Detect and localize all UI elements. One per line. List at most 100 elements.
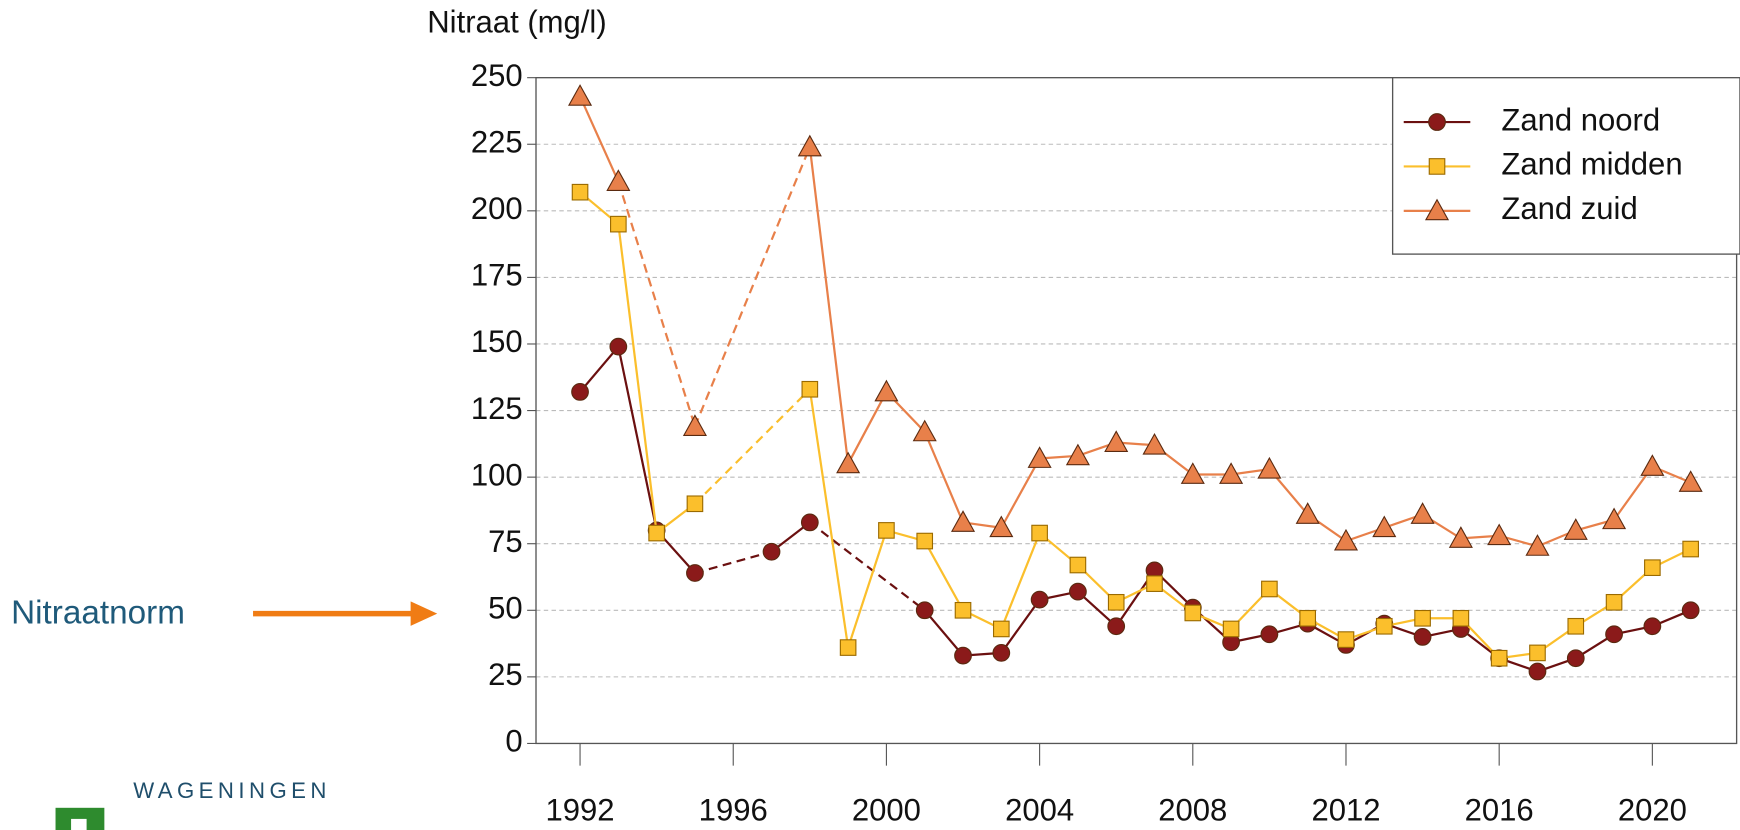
legend-label: Zand noord bbox=[1501, 102, 1660, 137]
data-point bbox=[1107, 617, 1126, 636]
data-point bbox=[609, 337, 628, 356]
data-point bbox=[1487, 523, 1512, 546]
data-point bbox=[1448, 526, 1473, 548]
y-tick-label: 200 bbox=[471, 191, 523, 226]
data-point bbox=[954, 646, 972, 665]
data-point bbox=[1681, 601, 1700, 620]
data-point bbox=[1682, 540, 1699, 558]
x-tick-label: 2016 bbox=[1465, 792, 1534, 827]
gap-connector bbox=[693, 146, 811, 427]
data-point bbox=[1678, 470, 1703, 492]
series-line bbox=[579, 95, 620, 182]
data-point bbox=[1180, 462, 1205, 484]
data-point bbox=[1031, 524, 1048, 542]
legend-label: Zand zuid bbox=[1501, 191, 1637, 226]
x-tick-label: 1996 bbox=[699, 792, 768, 827]
data-point bbox=[989, 515, 1014, 538]
data-point bbox=[1261, 580, 1278, 598]
data-point bbox=[1257, 456, 1282, 479]
y-tick-label: 75 bbox=[488, 524, 523, 559]
x-tick-label: 2012 bbox=[1311, 792, 1380, 827]
data-point bbox=[1567, 617, 1585, 635]
data-point bbox=[1413, 628, 1432, 646]
data-point bbox=[1295, 502, 1320, 524]
data-point bbox=[606, 169, 631, 191]
gap-connector bbox=[694, 550, 772, 575]
data-point bbox=[1337, 631, 1355, 648]
data-point bbox=[1184, 604, 1202, 622]
series-line bbox=[579, 191, 696, 536]
data-point bbox=[1490, 649, 1508, 667]
data-point bbox=[915, 601, 934, 620]
data-point bbox=[1222, 620, 1240, 638]
y-tick-label: 100 bbox=[471, 457, 523, 492]
data-point bbox=[568, 84, 593, 106]
series-line bbox=[579, 344, 696, 574]
data-point bbox=[1142, 432, 1167, 455]
legend-marker bbox=[1428, 158, 1446, 175]
data-point bbox=[1333, 528, 1359, 551]
gap-connector bbox=[809, 521, 926, 612]
y-tick-label: 50 bbox=[488, 590, 523, 625]
data-point bbox=[878, 522, 895, 539]
data-point bbox=[836, 451, 861, 474]
data-point bbox=[1640, 454, 1665, 476]
data-point bbox=[1566, 649, 1585, 668]
data-point bbox=[992, 620, 1010, 638]
legend-label: Zand midden bbox=[1501, 147, 1682, 182]
x-tick-label: 1992 bbox=[546, 792, 615, 827]
y-tick-label: 225 bbox=[471, 124, 523, 159]
annotation-text: Nitraatnorm bbox=[11, 595, 185, 632]
data-point bbox=[1414, 609, 1431, 627]
data-point bbox=[950, 510, 976, 532]
data-point bbox=[1605, 593, 1623, 611]
legend-marker bbox=[1424, 198, 1450, 221]
data-point bbox=[1065, 443, 1090, 466]
y-axis-label: Nitraat (mg/l) bbox=[427, 5, 606, 40]
data-point bbox=[762, 542, 781, 561]
data-point bbox=[1528, 662, 1547, 681]
data-point bbox=[1643, 617, 1662, 636]
x-tick-label: 2004 bbox=[1005, 792, 1074, 827]
data-point bbox=[1563, 518, 1588, 540]
data-point bbox=[1605, 625, 1623, 644]
data-point bbox=[912, 419, 937, 442]
data-point bbox=[686, 564, 704, 582]
data-point bbox=[1069, 582, 1087, 601]
x-tick-label: 2000 bbox=[852, 792, 921, 827]
y-tick-label: 175 bbox=[471, 258, 523, 293]
legend-marker bbox=[1428, 113, 1446, 131]
logo-mark-inner bbox=[71, 818, 87, 830]
x-tick-label: 2020 bbox=[1618, 792, 1687, 827]
data-point bbox=[874, 379, 899, 402]
data-point bbox=[797, 134, 822, 157]
data-point bbox=[801, 380, 819, 398]
data-point bbox=[1372, 515, 1397, 538]
gap-connector bbox=[617, 181, 696, 427]
logo-text: WAGENINGEN bbox=[133, 778, 331, 803]
data-point bbox=[1027, 446, 1052, 468]
data-point bbox=[571, 183, 589, 201]
y-tick-label: 0 bbox=[505, 724, 522, 759]
data-point bbox=[1146, 575, 1163, 592]
data-point bbox=[954, 601, 972, 619]
data-point bbox=[1299, 609, 1317, 627]
series-line bbox=[808, 389, 1692, 660]
data-point bbox=[682, 414, 707, 436]
data-point bbox=[1104, 430, 1129, 452]
y-tick-label: 25 bbox=[488, 657, 523, 692]
data-point bbox=[1410, 502, 1435, 524]
data-point bbox=[1375, 617, 1393, 635]
data-point bbox=[1525, 534, 1550, 556]
y-tick-label: 150 bbox=[471, 324, 523, 359]
data-point bbox=[1107, 593, 1125, 611]
data-point bbox=[648, 524, 665, 542]
data-point bbox=[1452, 609, 1470, 627]
y-tick-label: 250 bbox=[471, 58, 523, 93]
data-point bbox=[1030, 590, 1049, 609]
x-tick-label: 2008 bbox=[1158, 792, 1227, 827]
plot-frame bbox=[535, 77, 1738, 745]
data-point bbox=[992, 644, 1011, 662]
data-point bbox=[800, 513, 819, 532]
